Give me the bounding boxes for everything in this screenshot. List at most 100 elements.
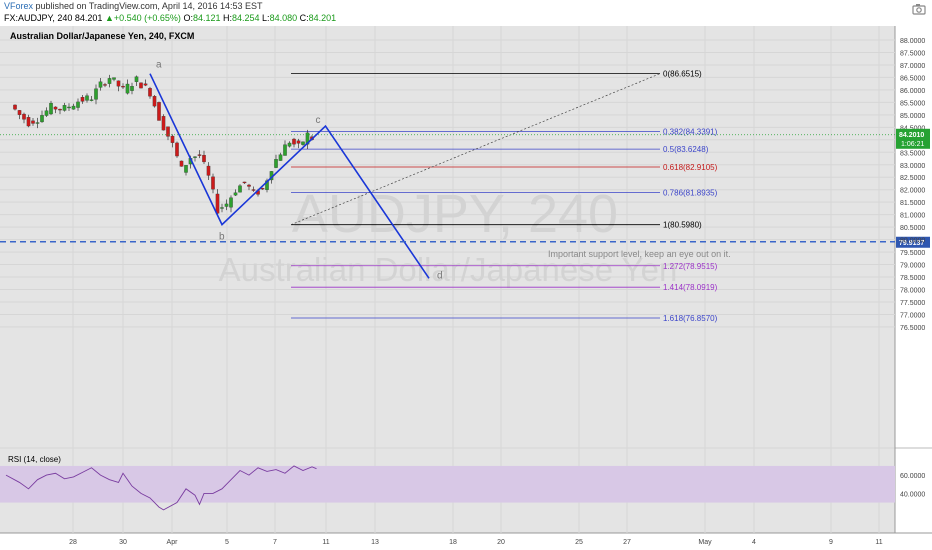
candle-body <box>152 96 157 107</box>
fib-label: 0.786(81.8935) <box>663 188 718 197</box>
time-tick-label: 30 <box>119 539 127 546</box>
candle-body <box>17 110 22 115</box>
rsi-axis: 60.0000 40.0000 <box>900 473 925 498</box>
candle-body <box>26 117 31 127</box>
candle-body <box>206 165 211 176</box>
time-tick-label: 13 <box>371 539 379 546</box>
candle-body <box>80 97 85 102</box>
candle-body <box>53 106 58 110</box>
last-price: 84.201 <box>74 13 103 23</box>
candle-body <box>35 122 40 124</box>
candle-body <box>31 120 35 124</box>
rsi-polyline <box>5 465 317 511</box>
high-label: H: <box>223 13 232 23</box>
published-text: published on TradingView.com, April 14, … <box>33 1 263 11</box>
candle-body <box>13 104 17 110</box>
candle-body <box>220 207 224 209</box>
price-tick-label: 82.0000 <box>900 188 925 195</box>
watermark: AUDJPY, 240 Australian Dollar/Japanese Y… <box>219 184 678 288</box>
fib-label: 0.382(84.3391) <box>663 127 718 136</box>
time-tick-label: 28 <box>69 539 77 546</box>
pattern-point-d: d <box>437 270 443 281</box>
last-price-label: 84.2010 <box>899 132 924 139</box>
candle-body <box>103 84 107 86</box>
candle-body <box>197 154 202 156</box>
candle-body <box>130 86 134 91</box>
price-axis[interactable]: 88.0000 87.5000 87.0000 86.5000 86.0000 85.50… <box>896 38 930 332</box>
fib-label: 0.618(82.9105) <box>663 163 718 172</box>
candle-body <box>40 115 44 123</box>
price-tick-label: 81.5000 <box>900 200 925 207</box>
pattern-point-c: c <box>316 115 321 126</box>
candle-body <box>274 159 278 168</box>
candle-body <box>233 192 238 196</box>
open-label: O: <box>183 13 193 23</box>
rsi-band <box>0 465 895 503</box>
price-tick-label: 87.5000 <box>900 50 925 57</box>
candle-body <box>170 135 175 143</box>
pattern-point-a: a <box>156 60 162 71</box>
price-tick-label: 78.0000 <box>900 288 925 295</box>
camera-icon[interactable] <box>912 2 926 16</box>
price-tick-label: 77.5000 <box>900 300 925 307</box>
candle-body <box>215 193 220 214</box>
candle-body <box>211 176 215 190</box>
candle-body <box>161 116 166 131</box>
candle-body <box>22 113 26 120</box>
candle-body <box>107 78 112 84</box>
support-line[interactable]: 79.9137 Important support level, keep an … <box>0 236 930 259</box>
time-tick-label: 18 <box>449 539 457 546</box>
candle-body <box>184 165 188 173</box>
candle-body <box>301 141 305 145</box>
candle-body <box>260 187 265 190</box>
price-tick-label: 79.5000 <box>900 250 925 257</box>
candle-body <box>112 77 116 80</box>
publisher-brand[interactable]: VForex <box>4 1 34 11</box>
candle-body <box>62 105 67 111</box>
time-tick-label: May <box>698 539 712 546</box>
chart-title: Australian Dollar/Japanese Yen, 240, FXC… <box>10 31 194 41</box>
time-axis[interactable]: 28 30 Apr 5 7 11 13 18 20 25 27 May 4 9 11 <box>69 539 883 546</box>
symbol-label: FX:AUDJPY, 240 <box>4 13 73 23</box>
candle-body <box>157 102 161 121</box>
fib-label: 1.272(78.9515) <box>663 262 718 271</box>
price-tick-label: 76.5000 <box>900 325 925 332</box>
candle-body <box>94 88 98 100</box>
time-tick-label: 25 <box>575 539 583 546</box>
rsi-tick-label: 40.0000 <box>900 491 925 498</box>
time-tick-label: 5 <box>225 539 229 546</box>
price-tick-label: 77.0000 <box>900 312 925 319</box>
candles <box>0 74 895 217</box>
fib-label: 0.5(83.6248) <box>663 145 709 154</box>
candle-body <box>143 83 148 86</box>
price-tick-label: 86.0000 <box>900 88 925 95</box>
time-tick-label: Apr <box>167 539 179 546</box>
candle-body <box>242 181 247 184</box>
publisher-line: VForex published on TradingView.com, Apr… <box>4 1 263 11</box>
time-tick-label: 20 <box>497 539 505 546</box>
rsi-tick-label: 60.0000 <box>900 473 925 480</box>
fib-label: 1.618(76.8570) <box>663 314 718 323</box>
candle-body <box>224 203 229 207</box>
candle-body <box>71 105 76 110</box>
candle-body <box>247 184 251 187</box>
candle-body <box>139 82 143 89</box>
change-value: +0.540 (+0.65%) <box>113 13 181 23</box>
candle-body <box>98 81 103 88</box>
candle-body <box>193 156 197 158</box>
price-tick-label: 81.0000 <box>900 213 925 220</box>
fib-trend-line <box>290 73 661 226</box>
abcd-pattern[interactable]: a b c d <box>149 60 443 282</box>
candle-body <box>166 126 170 137</box>
candle-body <box>148 88 152 97</box>
fib-label: 1.414(78.0919) <box>663 283 718 292</box>
support-note: Important support level, keep an eye out… <box>548 249 731 259</box>
time-tick-label: 7 <box>273 539 277 546</box>
candle-body <box>67 106 71 109</box>
price-tick-label: 79.0000 <box>900 263 925 270</box>
candle-body <box>85 95 89 101</box>
rsi-band-fill <box>0 465 895 503</box>
candle-body <box>265 180 269 190</box>
abcd-polyline <box>149 73 430 279</box>
